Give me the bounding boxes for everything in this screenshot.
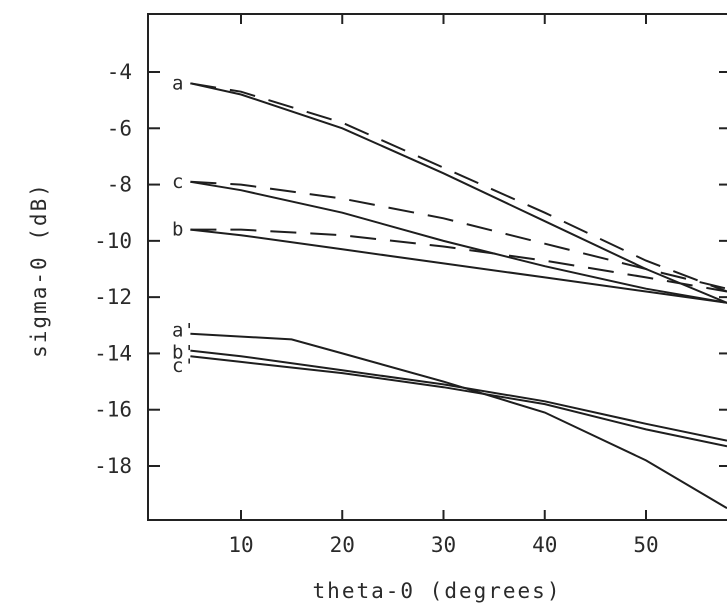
curve-label-c-prime: c' [172,355,195,377]
series-line-a-prime [190,332,727,510]
y-axis-title: sigma-0 (dB) [27,182,51,358]
curve-label-c: c [172,171,183,193]
x-tick-label-10: 10 [228,533,253,557]
tick-labels: 10 20 30 40 50 -4 -6 -8 -10 -12 -14 -16 -18 [94,60,659,557]
y-tick-label--8: -8 [107,173,132,197]
curve-label-b: b [172,219,183,241]
series-line-dashed-3 [190,180,727,290]
x-tick-label-30: 30 [431,533,456,557]
curve-labels: a c b a'b'c' [172,72,195,377]
series-layer [190,82,727,510]
y-tick-label--16: -16 [94,398,132,422]
x-tick-label-20: 20 [330,533,355,557]
x-tick-label-50: 50 [633,533,658,557]
y-tick-label--18: -18 [94,454,132,478]
y-tick-label--12: -12 [94,285,132,309]
y-tick-label--4: -4 [107,60,132,84]
series-line-dashed-1 [190,82,727,293]
y-tick-label--10: -10 [94,229,132,253]
x-axis-title: theta-0 (degrees) [313,579,562,603]
y-tick-label--14: -14 [94,341,132,365]
series-line-b [190,228,727,304]
series-line-c [190,180,727,304]
series-line-c-prime [190,355,727,448]
series-line-dashed-5 [190,228,727,293]
plot-frame [147,13,727,521]
series-line-b-prime [190,349,727,442]
axis-ticks [148,14,727,520]
curve-label-b-prime: b' [172,342,195,364]
y-tick-label--6: -6 [107,116,132,140]
curve-label-a: a [172,72,183,94]
x-tick-label-40: 40 [532,533,557,557]
curve-label-a-prime: a' [172,320,195,342]
